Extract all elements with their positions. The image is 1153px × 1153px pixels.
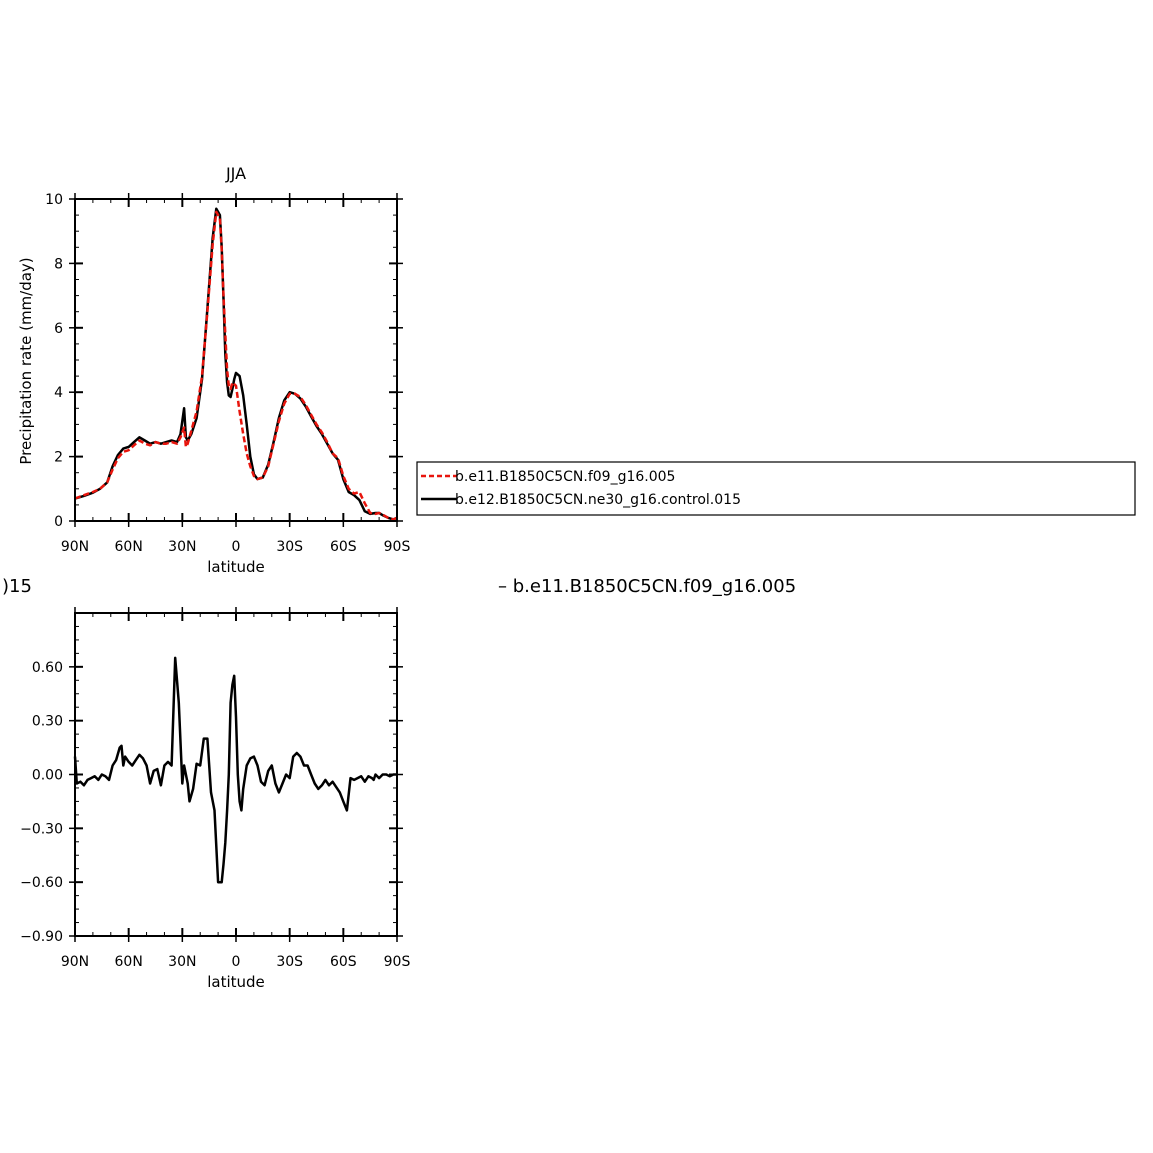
top-xlabel: latitude — [207, 558, 265, 576]
ytick-label: −0.30 — [20, 821, 63, 837]
bottom-xlabel: latitude — [207, 973, 265, 991]
xtick-label: 0 — [232, 539, 241, 555]
bottom-header-right: – b.e11.B1850C5CN.f09_g16.005 — [498, 576, 796, 597]
top-legend: b.e11.B1850C5CN.f09_g16.005 b.e12.B1850C… — [416, 461, 1136, 516]
xtick-label: 90N — [61, 954, 89, 970]
bottom-series — [73, 656, 397, 884]
bottom-panel: −0.90 −0.60 −0.30 0.00 0.30 0.60 90N 60N 30N 0 30… — [20, 607, 410, 991]
ytick-label: 2 — [54, 450, 63, 466]
ytick-label: −0.60 — [20, 875, 63, 891]
xtick-label: 30S — [276, 954, 303, 970]
xtick-label: 30N — [168, 539, 196, 555]
xtick-label: 0 — [232, 954, 241, 970]
legend-label-series1: b.e11.B1850C5CN.f09_g16.005 — [455, 469, 675, 485]
ytick-label: 0.00 — [32, 768, 63, 784]
ytick-label: 0 — [54, 514, 63, 530]
bottom-xticks: 90N 60N 30N 0 30S 60S 90S — [61, 607, 411, 970]
ytick-label: 8 — [54, 256, 63, 272]
top-yticks: 0 2 4 6 8 10 — [45, 192, 403, 530]
top-plot-frame — [74, 198, 398, 522]
series-line-2 — [74, 207, 398, 521]
xtick-label: 60S — [330, 954, 357, 970]
ytick-label: 6 — [54, 321, 63, 337]
top-series — [74, 207, 398, 521]
xtick-label: 90N — [61, 539, 89, 555]
xtick-label: 30S — [276, 539, 303, 555]
ytick-label: 0.30 — [32, 714, 63, 730]
legend-label-series2: b.e12.B1850C5CN.ne30_g16.control.015 — [455, 492, 741, 508]
xtick-label: 60N — [115, 539, 143, 555]
ytick-label: 4 — [54, 385, 63, 401]
bottom-header-left: )15 — [2, 576, 32, 597]
xtick-label: 90S — [384, 539, 411, 555]
ytick-label: 10 — [45, 192, 63, 208]
legend-box — [416, 461, 1136, 516]
series-line-1 — [74, 210, 398, 521]
bottom-plot-frame — [74, 612, 398, 937]
top-panel: JJA Precipitation rate (mm/day) 0246810 … — [17, 164, 410, 576]
xtick-label: 90S — [384, 954, 411, 970]
top-title: JJA — [225, 164, 246, 183]
top-xticks: 90N 60N 30N 0 30S 60S 90S — [61, 193, 411, 555]
ytick-label: 0.60 — [32, 660, 63, 676]
xtick-label: 60N — [115, 954, 143, 970]
xtick-label: 30N — [168, 954, 196, 970]
top-ylabel: Precipitation rate (mm/day) — [17, 257, 35, 464]
xtick-label: 60S — [330, 539, 357, 555]
series-line-1 — [73, 656, 397, 884]
ytick-label: −0.90 — [20, 929, 63, 945]
